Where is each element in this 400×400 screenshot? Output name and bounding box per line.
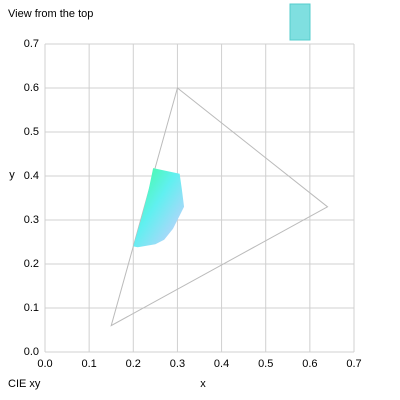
y-tick-label: 0.7 (24, 38, 39, 50)
x-tick-label: 0.6 (302, 358, 317, 370)
thumbnail (289, 3, 311, 41)
x-tick-label: 0.0 (37, 358, 52, 370)
y-tick-label: 0.3 (24, 214, 39, 226)
x-axis-label: x (200, 378, 206, 390)
y-tick-label: 0.5 (24, 126, 39, 138)
gamut-area (133, 168, 185, 248)
y-tick-label: 0.4 (24, 170, 39, 182)
chart-title: View from the top (8, 8, 93, 20)
x-tick-label: 0.2 (126, 358, 141, 370)
x-tick-label: 0.1 (81, 358, 96, 370)
caption: CIE xy (8, 378, 41, 390)
y-tick-label: 0.0 (24, 346, 39, 358)
x-tick-label: 0.5 (258, 358, 273, 370)
y-tick-label: 0.2 (24, 258, 39, 270)
x-tick-label: 0.3 (170, 358, 185, 370)
x-tick-label: 0.7 (346, 358, 361, 370)
y-tick-label: 0.1 (24, 302, 39, 314)
x-tick-label: 0.4 (214, 358, 229, 370)
y-axis-label: y (9, 169, 15, 181)
gamut-triangle (110, 87, 329, 327)
y-tick-label: 0.6 (24, 82, 39, 94)
